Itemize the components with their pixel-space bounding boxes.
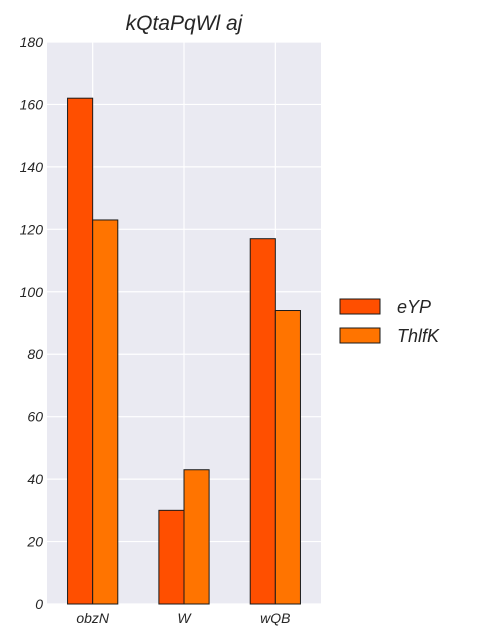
legend-swatch	[339, 327, 381, 344]
legend-label: eYP	[397, 297, 431, 317]
bar-ThlfK-W	[183, 469, 210, 605]
y-tick-label: 40	[27, 471, 43, 487]
bar-eYP-W	[158, 509, 185, 605]
legend: eYP ThlfK	[339, 297, 440, 346]
bar-ThlfK-obzN	[92, 219, 119, 605]
y-tick-label: 20	[26, 534, 43, 550]
y-axis-ticks: 0 20 40 60 80 100 120 140 160 180	[20, 34, 44, 612]
bars	[67, 97, 301, 605]
bar-eYP-obzN	[67, 97, 94, 605]
x-tick-label: wQB	[260, 610, 290, 626]
legend-label: ThlfK	[397, 326, 440, 346]
chart-title: kQtaPqWl aj	[126, 12, 244, 35]
y-tick-label: 0	[35, 596, 43, 612]
y-tick-label: 160	[20, 96, 44, 112]
y-tick-label: 60	[27, 409, 43, 425]
bar-eYP-wQB	[249, 238, 276, 605]
y-tick-label: 120	[20, 221, 44, 237]
y-tick-label: 100	[20, 284, 44, 300]
legend-swatch	[339, 298, 381, 315]
y-tick-label: 140	[20, 159, 44, 175]
y-tick-label: 80	[27, 346, 43, 362]
x-tick-label: obzN	[76, 610, 110, 626]
x-tick-label: W	[177, 610, 192, 626]
bar-ThlfK-wQB	[274, 310, 301, 605]
y-tick-label: 180	[20, 34, 44, 50]
